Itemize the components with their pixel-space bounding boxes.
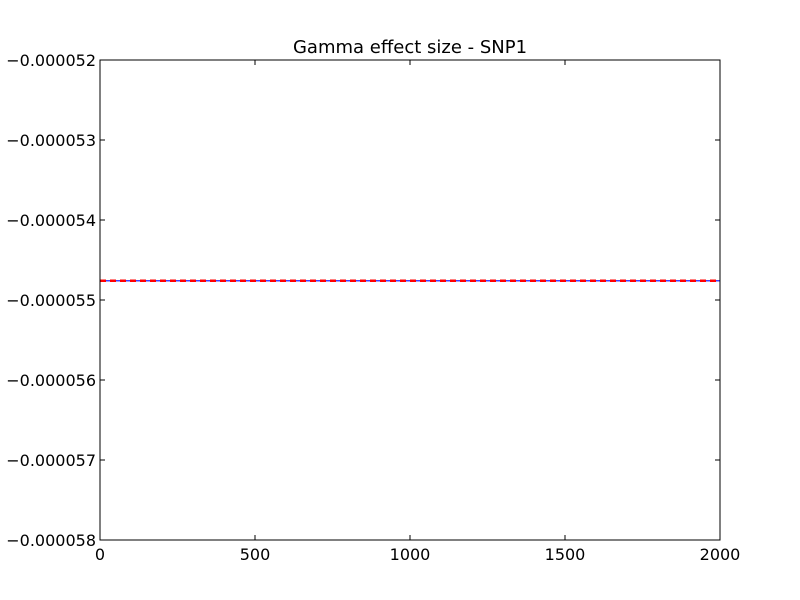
plot-frame [99, 59, 721, 541]
tick-labels: 0 500 1000 1500 2000 −0.000052 −0.000053 −0.000… [6, 51, 740, 564]
y-tick-label: −0.000056 [6, 371, 96, 390]
y-tick-label: −0.000054 [6, 211, 96, 230]
x-tick-label: 1500 [545, 545, 586, 564]
x-tick-label: 2000 [700, 545, 741, 564]
y-tick-label: −0.000052 [6, 51, 96, 70]
x-tick-label: 0 [95, 545, 105, 564]
y-tick-label: −0.000057 [6, 451, 96, 470]
x-tick-label: 500 [240, 545, 271, 564]
y-tick-label: −0.000053 [6, 131, 96, 150]
y-tick-label: −0.000058 [6, 531, 96, 550]
y-tick-label: −0.000055 [6, 291, 96, 310]
plot-area [100, 60, 720, 540]
x-tick-label: 1000 [390, 545, 431, 564]
chart-title: Gamma effect size - SNP1 [293, 37, 527, 58]
